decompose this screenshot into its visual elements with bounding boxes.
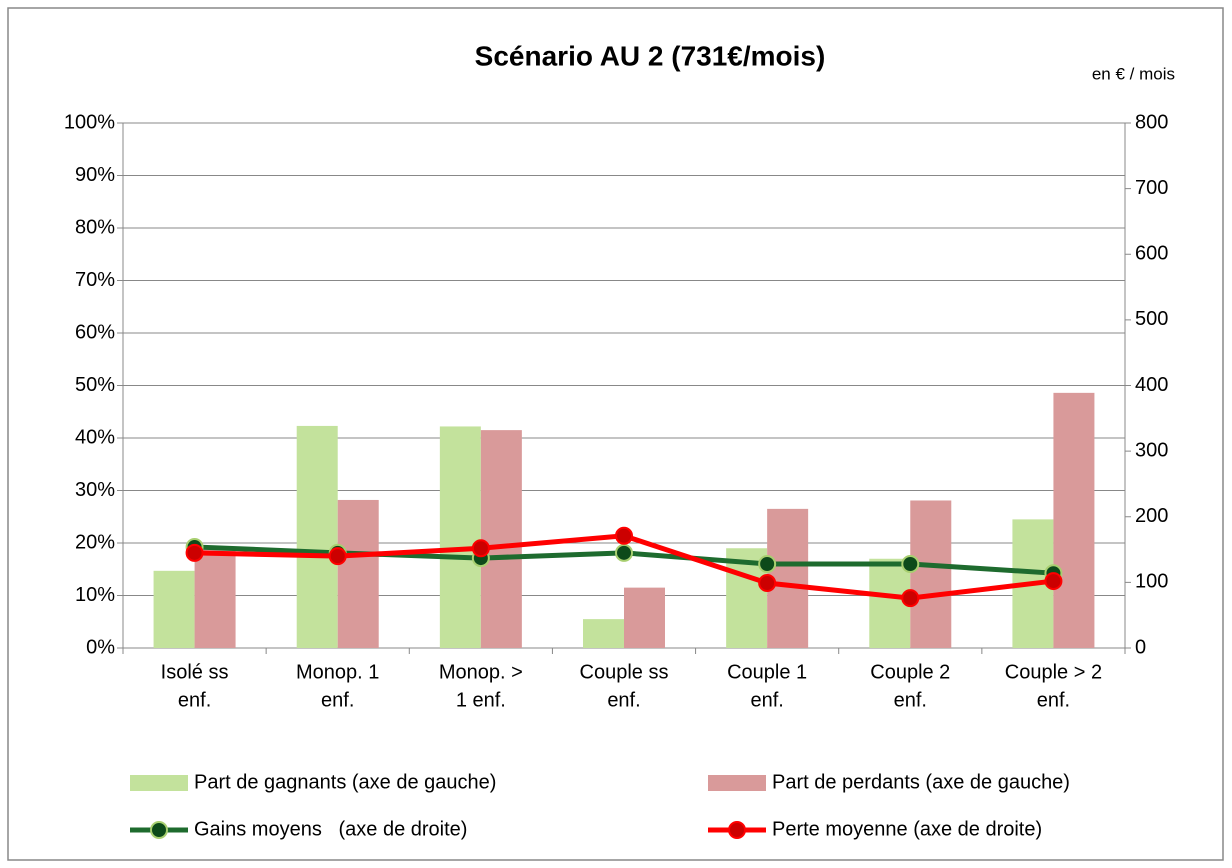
y-tick-label: 0% xyxy=(86,636,115,658)
x-tick-label: Couple 2 xyxy=(870,661,950,683)
bar xyxy=(439,426,481,648)
y-tick-label: 20% xyxy=(75,531,115,553)
legend-swatch xyxy=(708,775,766,791)
line-marker xyxy=(185,543,204,562)
y-tick-label: 100% xyxy=(64,111,115,133)
y-tick-label: 50% xyxy=(75,374,115,396)
y2-tick-label: 500 xyxy=(1135,308,1168,330)
line-marker xyxy=(615,543,633,562)
x-tick-label: Couple > 2 xyxy=(1005,661,1102,683)
x-tick-label: Monop. 1 xyxy=(296,661,379,683)
y2-tick-label: 700 xyxy=(1135,177,1168,199)
x-tick-label: enf. xyxy=(750,689,783,711)
bar xyxy=(337,499,379,648)
x-tick-label: Isolé ss xyxy=(161,661,229,683)
y-tick-label: 40% xyxy=(75,426,115,448)
y2-tick-label: 100 xyxy=(1135,571,1168,593)
line-marker xyxy=(758,574,777,593)
bar xyxy=(153,570,195,648)
legend-marker xyxy=(728,821,746,839)
chart-border xyxy=(7,7,1224,861)
line-marker xyxy=(901,555,920,573)
unit-annotation: en € / mois xyxy=(1092,64,1175,83)
bar xyxy=(910,500,952,648)
line-marker xyxy=(471,539,490,558)
y2-tick-label: 0 xyxy=(1135,636,1146,658)
y2-tick-label: 300 xyxy=(1135,439,1168,461)
legend-label: Part de gagnants (axe de gauche) xyxy=(194,771,496,793)
y2-tick-label: 800 xyxy=(1135,111,1168,133)
legend-label: Perte moyenne (axe de droite) xyxy=(772,818,1042,840)
x-tick-label: enf. xyxy=(321,689,354,711)
x-tick-label: enf. xyxy=(178,689,211,711)
bar xyxy=(583,619,624,648)
x-tick-label: Couple ss xyxy=(580,661,669,683)
y2-tick-label: 600 xyxy=(1135,243,1168,265)
x-tick-label: enf. xyxy=(1037,689,1070,711)
bar xyxy=(1053,392,1095,648)
line-marker xyxy=(328,547,347,566)
bar xyxy=(194,548,236,648)
line-marker xyxy=(758,555,777,573)
y-tick-label: 70% xyxy=(75,269,115,291)
bar xyxy=(296,425,338,648)
legend-label: Gains moyens (axe de droite) xyxy=(194,818,467,840)
legend-label: Part de perdants (axe de gauche) xyxy=(772,771,1070,793)
y-tick-label: 80% xyxy=(75,216,115,238)
x-tick-label: 1 enf. xyxy=(456,689,506,711)
x-tick-label: Monop. > xyxy=(439,661,523,683)
line-marker xyxy=(615,526,633,545)
y-tick-label: 60% xyxy=(75,321,115,343)
y2-tick-label: 200 xyxy=(1135,505,1168,527)
x-tick-label: Couple 1 xyxy=(727,661,807,683)
chart-title: Scénario AU 2 (731€/mois) xyxy=(475,40,826,71)
legend-marker xyxy=(150,821,168,839)
legend-swatch xyxy=(130,775,188,791)
y-tick-label: 90% xyxy=(75,164,115,186)
line-marker xyxy=(901,589,920,608)
bar xyxy=(480,430,522,648)
bar xyxy=(624,587,665,648)
x-tick-label: enf. xyxy=(607,689,640,711)
y-tick-label: 30% xyxy=(75,479,115,501)
y2-tick-label: 400 xyxy=(1135,374,1168,396)
line-marker xyxy=(1044,572,1063,591)
x-tick-label: enf. xyxy=(894,689,927,711)
y-tick-label: 10% xyxy=(75,584,115,606)
